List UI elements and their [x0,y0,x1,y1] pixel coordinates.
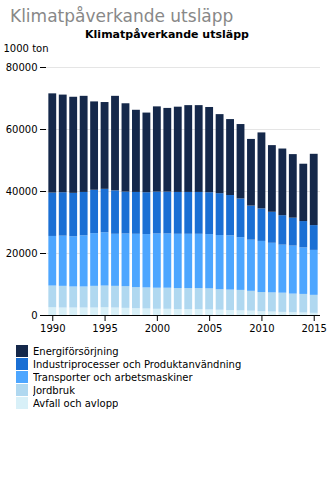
svg-text:2000: 2000 [145,323,170,334]
svg-text:2015: 2015 [301,323,326,334]
html-text:Avfall och avlopp: Avfall och avlopp [33,397,119,409]
svg-text:1995: 1995 [92,323,117,334]
html-text:Klimatpåverkande utsläpp: Klimatpåverkande utsläpp [85,28,249,41]
svg-text:40000: 40000 [6,186,38,197]
svg-text:2010: 2010 [249,323,274,334]
svg-text:0: 0 [31,310,37,321]
html-text:Transporter och arbetsmaskiner: Transporter och arbetsmaskiner [33,371,193,383]
svg-text:20000: 20000 [6,248,38,259]
svg-text:1990: 1990 [40,323,65,334]
svg-text:80000: 80000 [6,62,38,73]
html-text:Jordbruk: Jordbruk [33,384,75,396]
svg-text:1000 ton: 1000 ton [4,43,49,54]
svg-text:2005: 2005 [197,323,222,334]
html-text:Industriprocesser och Produkta: Industriprocesser och Produktanvändning [33,358,242,370]
svg-text:60000: 60000 [6,124,38,135]
html-text:Energiförsörjning: Energiförsörjning [33,345,119,357]
html-text:Klimatpåverkande utsläpp: Klimatpåverkande utsläpp [10,6,234,26]
